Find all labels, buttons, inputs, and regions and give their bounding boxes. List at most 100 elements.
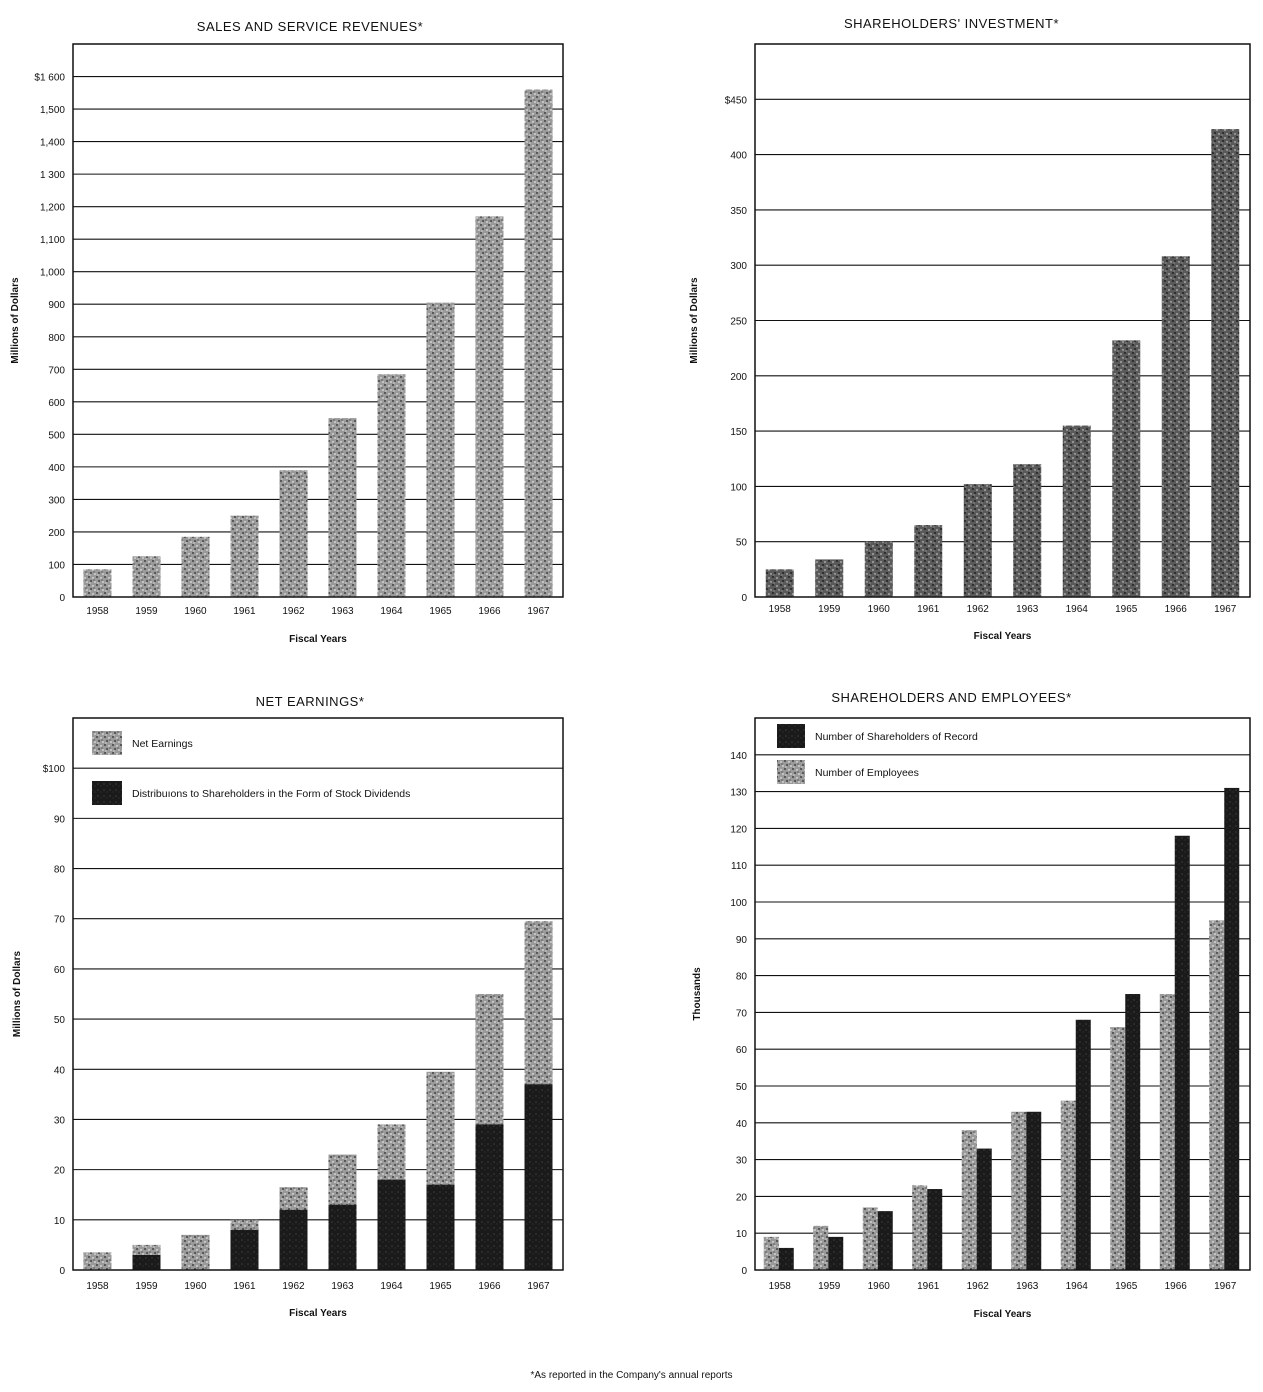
bar-shareholders: [976, 1148, 992, 1270]
y-tick-label: 120: [730, 824, 747, 835]
chart-title: SALES AND SERVICE REVENUES*: [196, 19, 424, 34]
bar-shareholders: [778, 1247, 794, 1270]
x-tick-label: 1967: [1214, 1281, 1237, 1292]
y-tick-label: 60: [54, 965, 66, 976]
x-tick-label: 1959: [135, 1281, 158, 1292]
x-tick-label: 1967: [1214, 604, 1237, 615]
x-tick-label: 1963: [331, 606, 354, 617]
bar: [524, 89, 553, 598]
bar-overlay: [524, 1084, 553, 1270]
y-tick-label: 50: [736, 538, 748, 549]
bar: [230, 515, 259, 597]
legend-label: Net Earnings: [132, 738, 193, 750]
bar-overlay: [230, 1229, 259, 1270]
y-tick-label: 10: [736, 1229, 748, 1240]
bar-overlay: [377, 1179, 406, 1270]
y-tick-label: 0: [741, 593, 747, 604]
bar: [1013, 464, 1042, 597]
bar-shareholders: [1075, 1019, 1091, 1270]
x-tick-label: 1961: [233, 606, 256, 617]
x-tick-label: 1961: [917, 604, 940, 615]
chart-title: SHAREHOLDERS AND EMPLOYEES*: [831, 690, 1072, 705]
y-axis-label: Millions of Dollars: [10, 277, 21, 364]
bar-shareholders: [1026, 1111, 1042, 1270]
legend-swatch: [777, 724, 805, 748]
x-tick-label: 1964: [1066, 604, 1089, 615]
bar: [1062, 425, 1091, 597]
y-tick-label: 10: [54, 1216, 66, 1227]
y-tick-label: 60: [736, 1045, 748, 1056]
x-tick-label: 1962: [967, 604, 990, 615]
y-tick-label: 80: [54, 865, 66, 876]
bar: [181, 1234, 210, 1270]
x-tick-label: 1964: [380, 1281, 403, 1292]
x-tick-label: 1960: [184, 1281, 207, 1292]
bar: [914, 525, 943, 597]
x-tick-label: 1962: [282, 1281, 305, 1292]
x-tick-label: 1958: [86, 1281, 109, 1292]
bar: [426, 302, 455, 597]
x-tick-label: 1959: [135, 606, 158, 617]
bar-employees: [1209, 920, 1225, 1270]
bar-overlay: [328, 1204, 357, 1270]
y-tick-label: 20: [736, 1192, 748, 1203]
y-tick-label: 1,200: [40, 203, 65, 214]
bar-shareholders: [1224, 787, 1240, 1270]
bar: [83, 569, 112, 597]
y-axis-label: Millions of Dollars: [12, 951, 23, 1038]
y-tick-label: 50: [54, 1015, 66, 1026]
chart-panel-people: SHAREHOLDERS AND EMPLOYEES* 0 10 20 30 40 50 6…: [640, 680, 1263, 1340]
legend-swatch: [92, 731, 122, 755]
y-tick-label: 100: [730, 898, 747, 909]
y-tick-label: 300: [48, 495, 65, 506]
x-tick-label: 1966: [1165, 604, 1188, 615]
bar-shareholders: [877, 1211, 893, 1270]
y-tick-label: 1,400: [40, 138, 65, 149]
x-axis-label: Fiscal Years: [289, 1308, 347, 1319]
y-tick-label: 500: [48, 430, 65, 441]
x-tick-label: 1962: [282, 606, 305, 617]
y-tick-label: 50: [736, 1082, 748, 1093]
y-tick-label: 1,100: [40, 235, 65, 246]
y-tick-label: $1 600: [34, 73, 65, 84]
y-tick-label: 300: [730, 261, 747, 272]
bar: [1161, 256, 1190, 597]
y-tick-label: 20: [54, 1166, 66, 1177]
chart-svg-earnings: 0 10 20 30 40 50 60 70 80 90 $100 1958 1959 1960 1961 1…: [12, 717, 564, 1319]
y-tick-label: 140: [730, 751, 747, 762]
footnote: *As reported in the Company's annual rep…: [530, 1370, 733, 1381]
y-tick-label: 400: [48, 463, 65, 474]
bar-employees: [1159, 994, 1175, 1270]
x-tick-label: 1959: [818, 1281, 841, 1292]
y-tick-label: 1,000: [40, 268, 65, 279]
chart-svg-investment: 0 50 100 150 200 250 300 350 400 $450 1958 1959 1960…: [689, 43, 1251, 642]
x-tick-label: 1964: [1066, 1281, 1089, 1292]
plot-border: [754, 43, 1251, 598]
y-axis-label: Thousands: [692, 967, 703, 1021]
y-tick-label: 150: [730, 427, 747, 438]
x-tick-label: 1965: [1115, 604, 1138, 615]
x-tick-label: 1960: [184, 606, 207, 617]
plot-border: [72, 717, 564, 1271]
x-tick-label: 1962: [967, 1281, 990, 1292]
y-tick-label: $100: [43, 764, 66, 775]
bar: [963, 484, 992, 597]
y-tick-label: 90: [54, 814, 66, 825]
x-tick-label: 1965: [429, 1281, 452, 1292]
bar: [279, 470, 308, 597]
y-tick-label: 100: [48, 560, 65, 571]
y-tick-label: 1 300: [40, 170, 65, 181]
bar-shareholders: [927, 1189, 943, 1270]
x-tick-label: 1965: [429, 606, 452, 617]
x-tick-label: 1960: [868, 1281, 891, 1292]
y-tick-label: 100: [730, 482, 747, 493]
x-axis-label: Fiscal Years: [974, 631, 1032, 642]
bar-shareholders: [828, 1236, 844, 1270]
bar: [328, 418, 357, 597]
y-tick-label: 30: [54, 1115, 66, 1126]
bar-employees: [912, 1185, 928, 1270]
bar-employees: [813, 1225, 829, 1270]
y-tick-label: 700: [48, 365, 65, 376]
chart-panel-sales: SALES AND SERVICE REVENUES* 0 100 200 300 40…: [0, 0, 620, 660]
x-tick-label: 1967: [527, 606, 550, 617]
